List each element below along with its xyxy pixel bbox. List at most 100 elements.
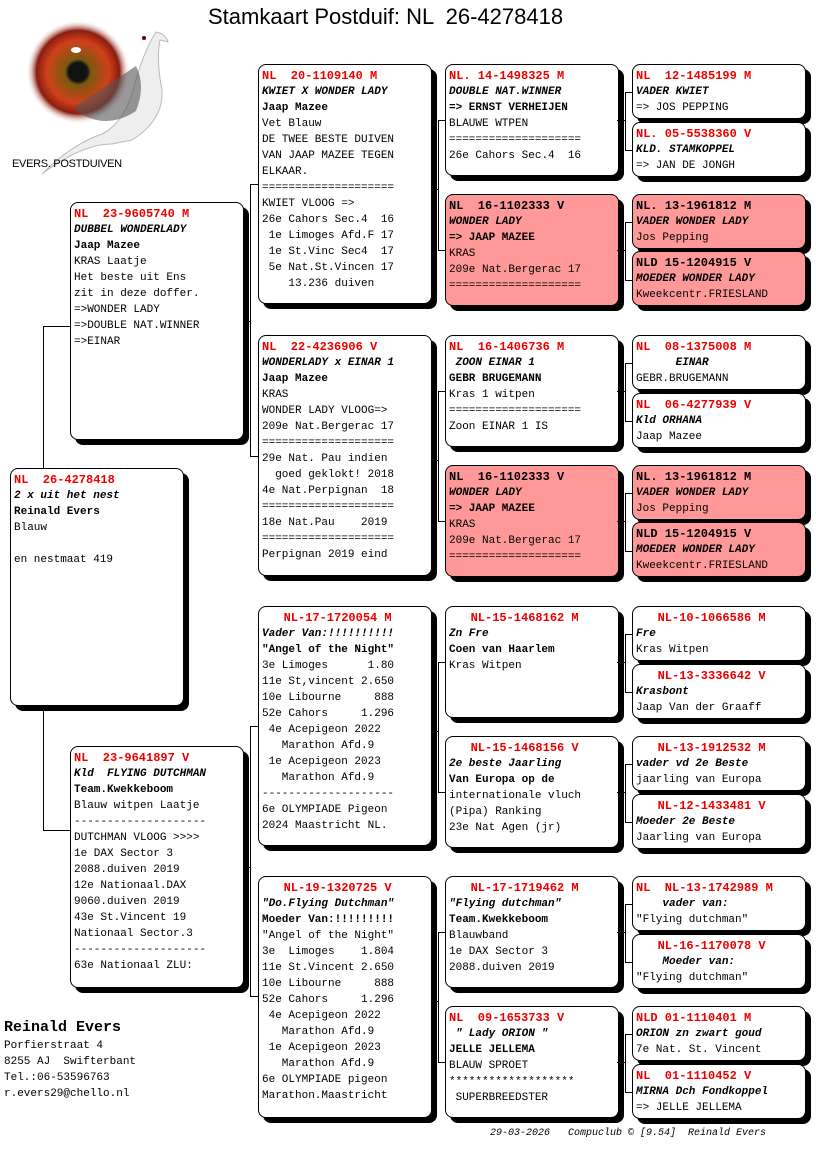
pigeon-name: WONDERLADY x EINAR 1 <box>262 357 395 369</box>
ring-number: NL-17-1720054 M <box>262 611 392 625</box>
card-info-line: goed geklokt! 2018 <box>262 469 395 481</box>
pigeon-card-g4-15[interactable]: NL 01-1110452 V MIRNA Dch Fondkoppel => JE… <box>632 1064 806 1119</box>
ring-number: NL-15-1468156 V <box>449 741 579 755</box>
connector-line <box>432 460 438 461</box>
card-info-line: KWIET VLOOG => <box>262 198 355 210</box>
pigeon-card-mmf[interactable]: NL-17-1719462 M "Flying dutchman" Team.Kwe… <box>445 876 619 988</box>
card-info-line: 26e Cahors Sec.4 16 <box>262 214 395 226</box>
card-info-line: =>DOUBLE NAT.WINNER <box>74 320 200 332</box>
pigeon-name: ZOON EINAR 1 <box>449 357 535 369</box>
ring-number: NL 09-1653733 V <box>449 1011 565 1025</box>
card-info-line: ELKAAR. <box>262 166 309 178</box>
connector-line <box>438 932 445 933</box>
pigeon-card-g4-4[interactable]: NL 08-1375008 M EINAR GEBR.BRUGEMANN <box>632 335 806 390</box>
pigeon-card-g4-6[interactable]: NL. 13-1961812 M VADER WONDER LADY Jos Pep… <box>632 465 806 520</box>
pigeon-card-g4-13[interactable]: NL-16-1170078 V Moeder van: "Flying dutch… <box>632 934 806 989</box>
pigeon-card-ffm[interactable]: NL 16-1102333 V WONDER LADY => JAAP MAZEE K… <box>445 194 619 306</box>
connector-line <box>250 184 251 456</box>
pigeon-card-g4-14[interactable]: NLD 01-1110401 M ORION zn zwart goud 7e Na… <box>632 1006 806 1061</box>
connector-line <box>438 250 445 251</box>
pigeon-card-g4-2[interactable]: NL. 13-1961812 M VADER WONDER LADY Jos Pep… <box>632 194 806 249</box>
card-info-line: 12e Nationaal.DAX <box>74 880 187 892</box>
card-info-line: 52e Cahors 1.296 <box>262 994 395 1006</box>
card-info-line: WONDER LADY VLOOG=> <box>262 405 388 417</box>
pigeon-card-g4-0[interactable]: NL 12-1485199 M VADER KWIET => JOS PEPPING <box>632 64 806 119</box>
connector-line <box>617 792 625 793</box>
pigeon-card-fmm[interactable]: NL 16-1102333 V WONDER LADY => JAAP MAZEE K… <box>445 465 619 577</box>
card-info-line: 11e St.Vincent 2.650 <box>262 962 395 974</box>
connector-line <box>438 932 439 1062</box>
pigeon-card-mmm[interactable]: NL 09-1653733 V " Lady ORION " JELLE JELL… <box>445 1006 619 1118</box>
card-info-line: 2088.duiven 2019 <box>449 962 555 974</box>
pigeon-card-g4-5[interactable]: NL 06-4277939 V Kld ORHANA Jaap Mazee <box>632 393 806 448</box>
card-info-line: 52e Cahors 1.296 <box>262 708 395 720</box>
connector-line <box>625 904 632 905</box>
card-info-line: Marathon Afd.9 <box>262 740 375 752</box>
ring-number: NL. 05-5538360 V <box>636 127 752 141</box>
pigeon-card-g4-8[interactable]: NL-10-1066586 M Fre Kras Witpen <box>632 606 806 661</box>
connector-line <box>432 731 438 732</box>
pigeon-name: VADER WONDER LADY <box>636 216 749 228</box>
connector-line <box>617 521 625 522</box>
pigeon-card-mother[interactable]: NL 23-9641897 V Kld FLYING DUTCHMAN Team.K… <box>70 746 244 988</box>
ring-number: NL-13-1912532 M <box>636 741 766 755</box>
connector-line <box>250 726 251 996</box>
pigeon-card-g4-11[interactable]: NL-12-1433481 V Moeder 2e Beste Jaarling v… <box>632 794 806 849</box>
card-info-line: ==================== <box>449 551 582 563</box>
card-info-line: Marathon.Maastricht <box>262 1090 388 1102</box>
card-info-line: 63e Nationaal ZLU: <box>74 960 193 972</box>
card-info-line: Marathon Afd.9 <box>262 772 375 784</box>
page-title: Stamkaart Postduif: NL 26-4278418 <box>208 4 564 29</box>
connector-line <box>438 662 439 792</box>
pigeon-name: EINAR <box>636 357 709 369</box>
card-info-line: Kweekcentr.FRIESLAND <box>636 289 769 301</box>
pigeon-card-g4-1[interactable]: NL. 05-5538360 V KLD. STAMKOPPEL => JAN DE… <box>632 122 806 177</box>
card-info-line: zit in deze doffer. <box>74 288 200 300</box>
card-info-line: 18e Nat.Pau 2019 <box>262 517 388 529</box>
pigeon-card-ff[interactable]: NL 20-1109140 M KWIET X WONDER LADY Jaap M… <box>258 64 432 304</box>
ring-number: NL-12-1433481 V <box>636 799 766 813</box>
ring-number: NL 06-4277939 V <box>636 398 752 412</box>
connector-line <box>625 421 632 422</box>
breeder-name: Reinald Evers <box>14 506 100 518</box>
pigeon-card-g4-3[interactable]: NLD 15-1204915 V MOEDER WONDER LADY Kweekc… <box>632 251 806 306</box>
connector-line <box>617 120 625 121</box>
pigeon-card-mm[interactable]: NL-19-1320725 V "Do.Flying Dutchman" Moede… <box>258 876 432 1118</box>
pigeon-card-mff[interactable]: NL-15-1468162 M Zn Fre Coen van Haarlem Kra… <box>445 606 619 718</box>
ring-number: NLD 15-1204915 V <box>636 256 752 270</box>
pigeon-card-fm[interactable]: NL 22-4236906 V WONDERLADY x EINAR 1 Jaap … <box>258 335 432 576</box>
owner-name: Reinald Evers <box>4 1019 122 1036</box>
pigeon-name: MOEDER WONDER LADY <box>636 273 755 285</box>
card-info-line: Het beste uit Ens <box>74 272 187 284</box>
ring-number: NLD 15-1204915 V <box>636 527 752 541</box>
card-info-line: ==================== <box>449 280 582 292</box>
breeder-name: Moeder Van:!!!!!!!!! <box>262 914 395 926</box>
card-info-line: 3e Limoges 1.80 <box>262 660 395 672</box>
connector-line <box>250 456 258 457</box>
connector-line <box>43 326 44 468</box>
card-info-line: ==================== <box>262 533 395 545</box>
breeder-name: Coen van Haarlem <box>449 644 555 656</box>
pigeon-card-mf[interactable]: NL-17-1720054 M Vader Van:!!!!!!!!!! "Ange… <box>258 606 432 846</box>
pigeon-card-fmf[interactable]: NL 16-1406736 M ZOON EINAR 1 GEBR BRUGEMA… <box>445 335 619 447</box>
breeder-name: GEBR BRUGEMANN <box>449 373 542 385</box>
card-info-line: 10e Libourne 888 <box>262 692 395 704</box>
card-info-line: Kras 1 witpen <box>449 389 535 401</box>
breeder-name: Van Europa op de <box>449 774 555 786</box>
card-info-line: =>EINAR <box>74 336 121 348</box>
pigeon-card-father[interactable]: NL 23-9605740 M DUBBEL WONDERLADY Jaap Maz… <box>70 202 244 440</box>
pigeon-card-g4-12[interactable]: NL NL-13-1742989 M vader van: "Flying dut… <box>632 876 806 931</box>
pigeon-name: DOUBLE NAT.WINNER <box>449 86 562 98</box>
pigeon-card-fff[interactable]: NL. 14-1498325 M DOUBLE NAT.WINNER => ERNS… <box>445 64 619 176</box>
card-info-line: 1e Acepigeon 2023 <box>262 1042 381 1054</box>
pigeon-card-g4-7[interactable]: NLD 15-1204915 V MOEDER WONDER LADY Kweekc… <box>632 522 806 577</box>
connector-line <box>617 391 625 392</box>
connector-line <box>625 222 632 223</box>
pigeon-card-mfm[interactable]: NL-15-1468156 V 2e beste Jaarling Van Euro… <box>445 736 619 848</box>
pigeon-card-g4-9[interactable]: NL-13-3336642 V Krasbont Jaap Van der Graa… <box>632 664 806 719</box>
card-info-line: GEBR.BRUGEMANN <box>636 373 729 385</box>
pigeon-card-subject[interactable]: NL 26-4278418 2 x uit het nest Reinald Eve… <box>10 468 184 706</box>
pigeon-card-g4-10[interactable]: NL-13-1912532 M vader vd 2e Beste jaarling… <box>632 736 806 791</box>
connector-line <box>244 867 250 868</box>
card-info-line: 29e Nat. Pau indien <box>262 453 388 465</box>
